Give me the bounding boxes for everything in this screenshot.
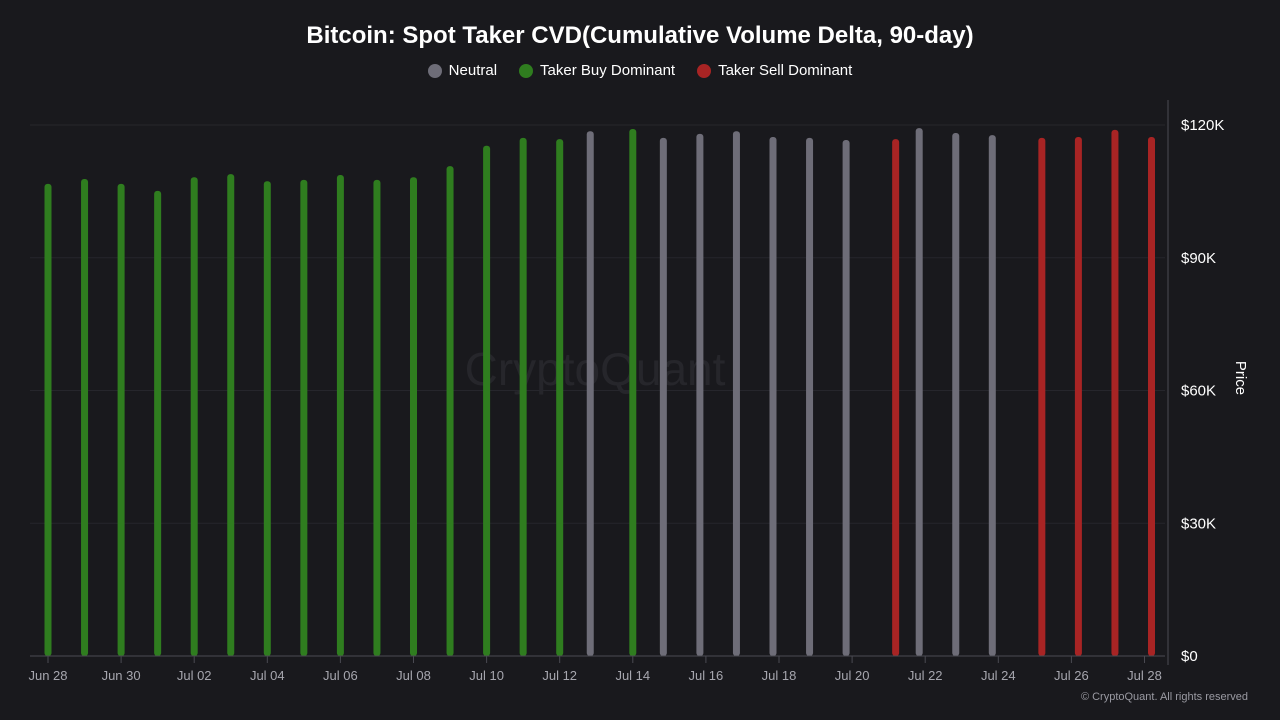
- bar-jul-16[interactable]: [696, 133, 704, 657]
- bar-jul-03[interactable]: [227, 174, 235, 656]
- x-tick-label: Jul 06: [323, 668, 358, 683]
- x-tick-label: Jun 28: [28, 668, 67, 683]
- bar-jul-27[interactable]: [1111, 129, 1119, 656]
- bar-jul-02[interactable]: [190, 177, 198, 656]
- bar-jul-20[interactable]: [842, 140, 850, 657]
- legend-label: Neutral: [448, 62, 498, 79]
- x-tick-label: Jul 16: [689, 668, 724, 683]
- x-tick-label: Jul 04: [250, 668, 285, 683]
- legend-dot-buy: [519, 63, 534, 78]
- bar-jul-14[interactable]: [629, 128, 637, 657]
- bar-jul-15[interactable]: [659, 137, 667, 656]
- bar-jul-05[interactable]: [300, 179, 308, 656]
- y-tick-label: $60K: [1181, 383, 1216, 400]
- watermark: CryptoQuant: [465, 343, 726, 395]
- bar-jul-23[interactable]: [952, 132, 960, 657]
- bar-jul-24[interactable]: [988, 135, 996, 657]
- bar-jun-29[interactable]: [81, 178, 89, 657]
- legend-item-sell[interactable]: Taker Sell Dominant: [697, 62, 852, 79]
- bar-jul-01[interactable]: [154, 190, 162, 656]
- y-axis-label: Price: [1232, 361, 1249, 395]
- legend-label: Taker Buy Dominant: [540, 62, 676, 79]
- x-tick-label: Jul 08: [396, 668, 431, 683]
- x-tick-label: Jul 22: [908, 668, 943, 683]
- bar-jul-10[interactable]: [483, 145, 491, 657]
- bar-jul-06[interactable]: [336, 175, 344, 656]
- bar-jul-26[interactable]: [1074, 136, 1082, 656]
- bar-jul-17[interactable]: [732, 131, 740, 656]
- bar-jul-28[interactable]: [1148, 136, 1155, 656]
- x-tick-label: Jul 18: [762, 668, 797, 683]
- x-tick-label: Jul 14: [615, 668, 650, 683]
- bar-jun-30[interactable]: [117, 183, 125, 657]
- x-tick-label: Jul 26: [1054, 668, 1089, 683]
- x-tick-label: Jul 24: [981, 668, 1016, 683]
- bar-jul-07[interactable]: [373, 179, 381, 656]
- chart-title: Bitcoin: Spot Taker CVD(Cumulative Volum…: [306, 22, 974, 49]
- y-tick-label: $90K: [1181, 250, 1216, 267]
- bar-jul-25[interactable]: [1038, 137, 1046, 656]
- copyright-footer: © CryptoQuant. All rights reserved: [1080, 691, 1248, 703]
- y-tick-label: $30K: [1181, 515, 1216, 532]
- bar-jul-08[interactable]: [410, 177, 417, 656]
- x-tick-label: Jul 12: [542, 668, 577, 683]
- x-tick-label: Jun 30: [102, 668, 141, 683]
- bar-jul-18[interactable]: [769, 136, 777, 656]
- bar-jul-13[interactable]: [586, 131, 594, 656]
- legend-item-buy[interactable]: Taker Buy Dominant: [519, 62, 675, 79]
- bar-jul-11[interactable]: [519, 137, 527, 656]
- legend-dot-neutral: [427, 63, 442, 78]
- x-tick-label: Jul 10: [469, 668, 504, 683]
- x-tick-label: Jul 02: [177, 668, 212, 683]
- legend-item-neutral[interactable]: Neutral: [427, 62, 498, 79]
- x-tick-label: Jul 20: [835, 668, 870, 683]
- bar-jul-12[interactable]: [556, 139, 564, 656]
- y-tick-label: $0: [1181, 648, 1198, 665]
- y-tick-label: $120K: [1181, 117, 1224, 134]
- legend: Neutral Taker Buy Dominant Taker Sell Do…: [0, 62, 1280, 79]
- bar-jul-09[interactable]: [446, 166, 454, 656]
- legend-label: Taker Sell Dominant: [718, 62, 853, 79]
- bar-jun-28[interactable]: [44, 183, 52, 657]
- bar-jul-19[interactable]: [806, 137, 814, 656]
- bar-jul-04[interactable]: [263, 181, 271, 656]
- x-tick-label: Jul 28: [1127, 668, 1162, 683]
- legend-dot-sell: [697, 63, 712, 78]
- bar-jul-22[interactable]: [915, 128, 923, 656]
- bar-jul-21[interactable]: [892, 139, 900, 656]
